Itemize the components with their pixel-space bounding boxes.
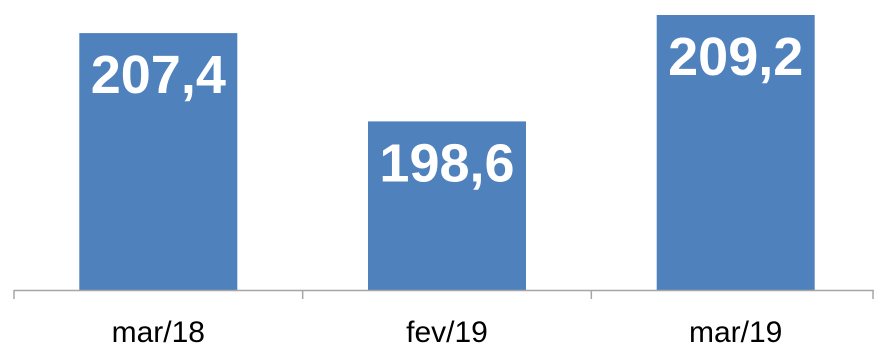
bar-fev-19 bbox=[368, 121, 526, 291]
data-label: 198,6 bbox=[379, 133, 514, 193]
bar-mar-19 bbox=[656, 15, 815, 290]
x-tick-label: fev/19 bbox=[406, 316, 488, 349]
bar-mar-18 bbox=[79, 33, 238, 290]
x-tick-label: mar/18 bbox=[112, 316, 205, 349]
data-label: 209,2 bbox=[668, 27, 803, 87]
x-axis bbox=[13, 289, 874, 299]
data-label: 207,4 bbox=[91, 45, 226, 105]
x-tick-label: mar/19 bbox=[689, 316, 782, 349]
bars-layer bbox=[79, 15, 815, 291]
labels-layer: 207,4 mar/18 198,6 fev/19 209,2 mar/19 bbox=[91, 27, 804, 349]
